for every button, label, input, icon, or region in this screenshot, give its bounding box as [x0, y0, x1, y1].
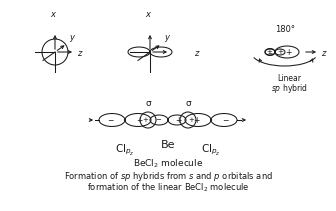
Text: σ: σ — [145, 99, 151, 108]
Text: Cl$_{p_z}$: Cl$_{p_z}$ — [201, 142, 221, 157]
Text: +: + — [285, 48, 291, 57]
Text: z: z — [321, 49, 325, 58]
Text: +: + — [136, 116, 142, 125]
Text: +: + — [278, 50, 284, 55]
Text: formation of the linear BeCl$_2$ molecule: formation of the linear BeCl$_2$ molecul… — [87, 181, 249, 193]
Text: x: x — [50, 10, 55, 19]
Text: y: y — [164, 33, 169, 42]
Text: −: − — [155, 118, 161, 123]
Text: +: + — [188, 118, 194, 123]
Text: σ: σ — [185, 99, 191, 108]
Text: −: − — [267, 50, 272, 55]
Text: Be: Be — [161, 140, 175, 150]
Text: 180°: 180° — [275, 25, 295, 34]
Text: z: z — [77, 49, 81, 58]
Text: +: + — [142, 118, 148, 123]
Text: Linear: Linear — [278, 74, 301, 83]
Text: x: x — [145, 10, 151, 19]
Text: BeCl$_2$ molecule: BeCl$_2$ molecule — [133, 158, 203, 170]
Text: z: z — [194, 49, 198, 58]
Text: $sp$ hybrid: $sp$ hybrid — [271, 82, 308, 95]
Text: +: + — [194, 116, 200, 125]
Text: +: + — [175, 116, 181, 125]
Text: Cl$_{p_z}$: Cl$_{p_z}$ — [115, 142, 135, 157]
Text: y: y — [69, 33, 74, 42]
Text: Formation of $sp$ hybrids from $s$ and $p$ orbitals and: Formation of $sp$ hybrids from $s$ and $… — [64, 170, 272, 183]
Text: +: + — [266, 50, 272, 55]
Text: −: − — [108, 116, 114, 125]
Text: −: − — [222, 116, 228, 125]
